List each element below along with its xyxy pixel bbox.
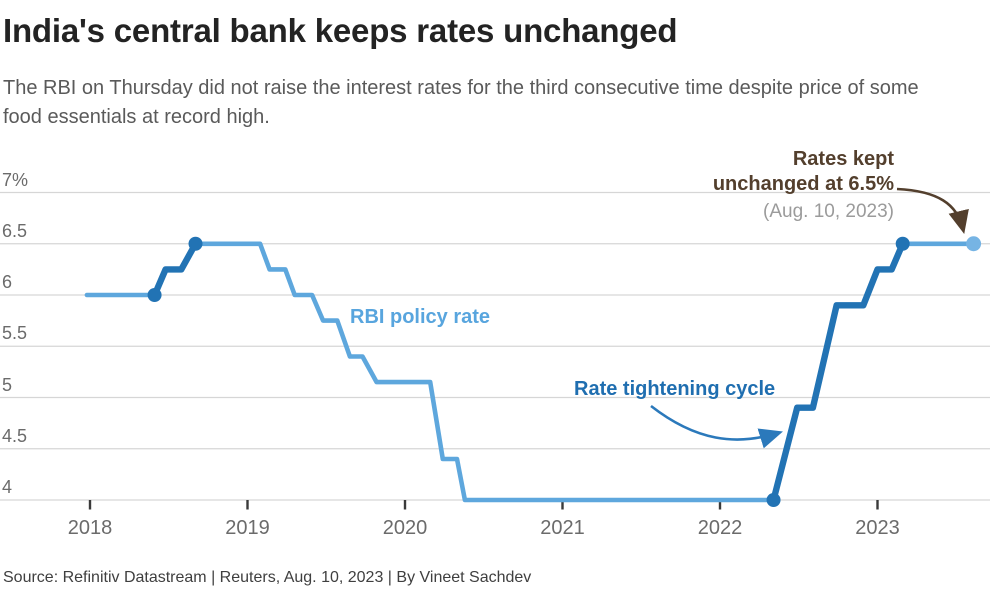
policy-rate-line <box>84 241 976 503</box>
series-label: RBI policy rate <box>350 306 491 328</box>
cycle-point-dot <box>766 493 781 507</box>
tightening-cycle-line <box>151 240 199 299</box>
cycle-point-dot <box>188 236 203 251</box>
x-tick-label: 2018 <box>67 517 113 539</box>
cycle-point-dot <box>895 236 910 251</box>
x-tick-label: 2023 <box>855 517 900 539</box>
tightening-cycle-label: Rate tightening cycle <box>574 378 776 400</box>
latest-point-dot <box>966 236 982 252</box>
y-tick-label: 5 <box>2 374 13 395</box>
end-note-arrow <box>896 187 969 235</box>
y-tick-label: 6.5 <box>2 220 28 241</box>
tightening-arrow <box>650 404 783 449</box>
y-tick-label: 7% <box>2 169 29 190</box>
x-tick-label: 2019 <box>225 517 270 539</box>
y-tick-label: 6 <box>2 272 13 292</box>
source-attribution: Source: Refinitiv Datastream | Reuters, … <box>3 569 532 586</box>
end-note-line1: Rates kept <box>792 148 894 170</box>
x-tick-label: 2021 <box>540 517 585 539</box>
x-tick-label: 2020 <box>382 517 428 539</box>
end-note-line2: unchanged at 6.5% <box>712 173 894 195</box>
page-title: India's central bank keeps rates unchang… <box>3 12 678 49</box>
y-tick-label: 4 <box>2 477 13 497</box>
y-tick-label: 5.5 <box>2 323 28 344</box>
end-note-annotation: Rates kept unchanged at 6.5% (Aug. 10, 2… <box>713 147 894 224</box>
gridlines <box>0 191 990 501</box>
page-subtitle: The RBI on Thursday did not raise the in… <box>3 77 919 128</box>
data-point-markers <box>147 236 982 507</box>
x-tick-label: 2022 <box>697 517 743 539</box>
end-note-date: (Aug. 10, 2023) <box>763 201 894 222</box>
tightening-cycle-line <box>770 240 906 504</box>
cycle-point-dot <box>147 288 162 302</box>
y-tick-label: 4.5 <box>2 425 28 446</box>
series-lines <box>84 240 976 504</box>
